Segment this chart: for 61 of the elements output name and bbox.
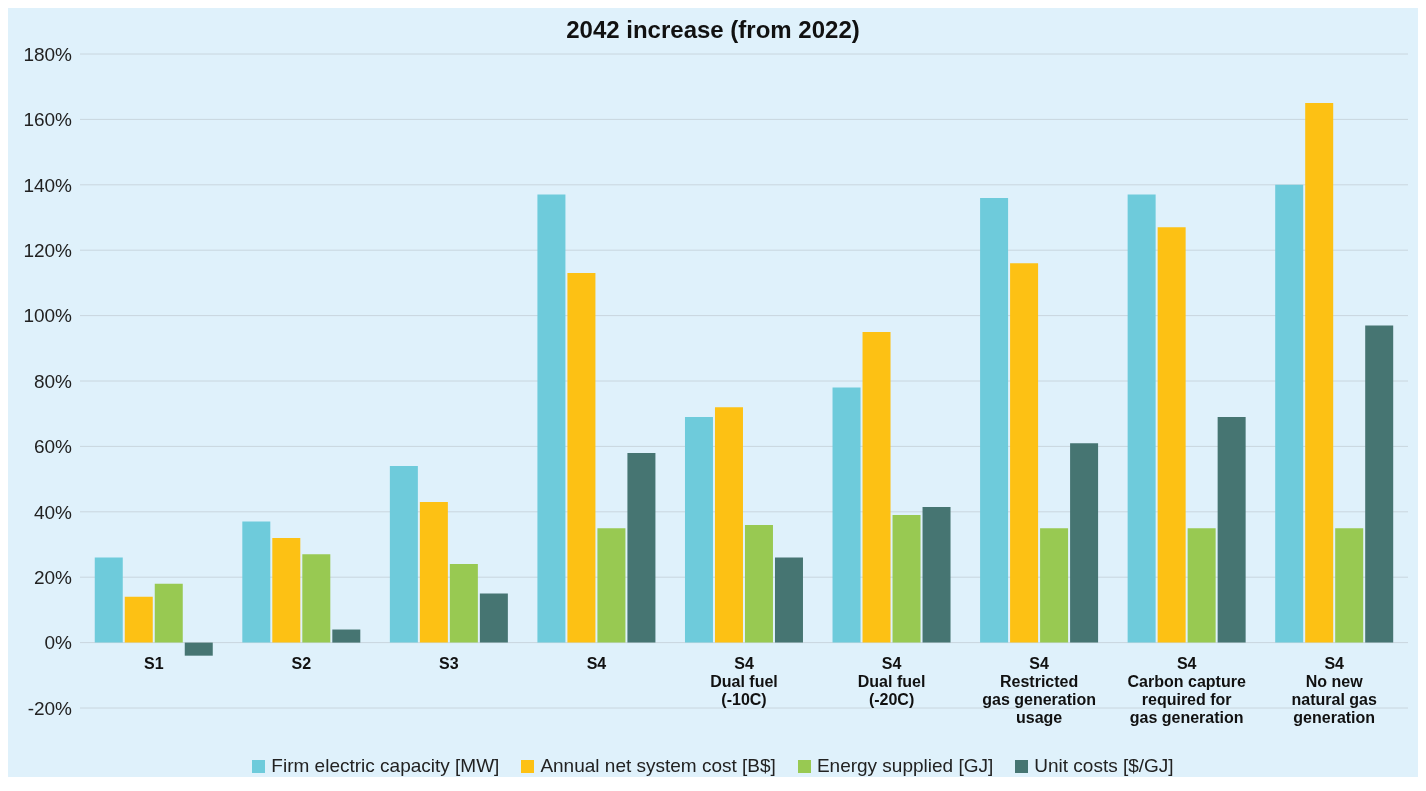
x-tick-label: S4 Carbon capture required for gas generation — [1127, 654, 1246, 726]
x-tick-label: S4 Restricted gas generation usage — [982, 654, 1097, 726]
y-tick-label: 100% — [23, 305, 73, 327]
bar — [1157, 227, 1186, 643]
bar — [419, 501, 448, 643]
bar — [389, 466, 418, 643]
legend-label: Firm electric capacity [MW] — [270, 755, 500, 777]
legend-label: Energy supplied [GJ] — [815, 755, 994, 777]
bar — [154, 583, 183, 643]
x-tick-label: S3 — [439, 654, 459, 672]
bar — [714, 407, 743, 643]
bar — [892, 515, 921, 643]
bar — [862, 331, 891, 643]
bar — [537, 194, 566, 643]
bar — [184, 642, 213, 656]
chart-title: 2042 increase (from 2022) — [565, 15, 861, 44]
legend-label: Annual net system cost [B$] — [539, 755, 776, 777]
bar — [980, 197, 1009, 643]
bar — [94, 557, 123, 643]
y-tick-label: 40% — [33, 501, 73, 523]
bar — [744, 524, 773, 643]
bar — [449, 564, 478, 643]
y-tick-label: 0% — [44, 632, 73, 654]
bar — [684, 416, 713, 643]
x-tick-label: S4 Dual fuel (-20C) — [857, 654, 926, 708]
bar — [332, 629, 361, 643]
x-tick-label: S2 — [291, 654, 312, 672]
bar — [1275, 184, 1304, 643]
bar — [922, 506, 951, 643]
y-tick-label: 80% — [33, 370, 73, 392]
bar — [302, 554, 331, 643]
bar — [479, 593, 508, 643]
bar — [774, 557, 803, 643]
bar — [1070, 443, 1099, 643]
x-tick-label: S4 Dual fuel (-10C) — [710, 654, 778, 708]
y-tick-label: 180% — [23, 43, 73, 65]
bar — [1217, 416, 1246, 643]
y-tick-label: 160% — [23, 109, 73, 131]
bar — [124, 596, 153, 643]
y-tick-label: 20% — [33, 566, 73, 588]
bar — [1305, 103, 1334, 643]
bar — [1365, 325, 1394, 643]
bar — [832, 387, 861, 643]
bar — [1010, 263, 1039, 643]
legend-label: Unit costs [$/GJ] — [1033, 755, 1174, 777]
x-tick-label: S1 — [143, 654, 164, 672]
bar — [627, 452, 656, 643]
bar — [272, 537, 301, 643]
y-tick-label: 60% — [33, 436, 73, 458]
x-tick-label: S4 — [586, 654, 607, 672]
bar — [1335, 528, 1364, 643]
bar — [1127, 194, 1156, 643]
x-tick-label: S4 No new natural gas generation — [1291, 654, 1377, 726]
y-tick-label: 140% — [23, 174, 73, 196]
y-tick-label: -20% — [27, 697, 73, 719]
bar — [567, 273, 596, 643]
y-tick-label: 120% — [23, 239, 73, 261]
bar — [1040, 528, 1069, 643]
bar — [597, 528, 626, 643]
bar — [242, 521, 271, 643]
bar — [1187, 528, 1216, 643]
